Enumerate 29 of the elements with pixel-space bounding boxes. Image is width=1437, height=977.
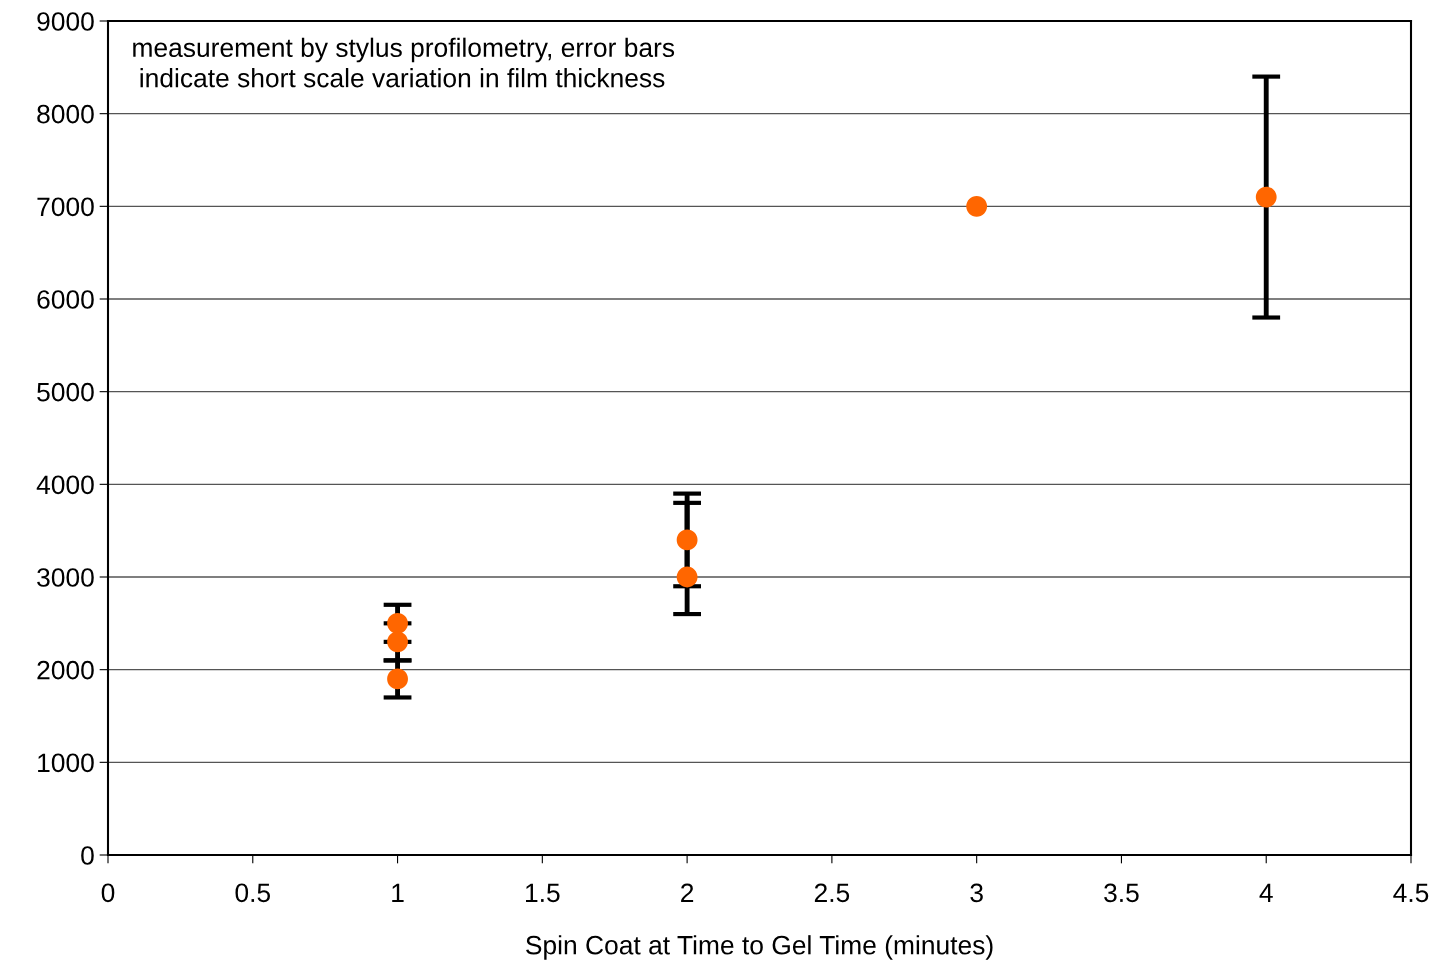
point — [387, 668, 408, 690]
x-tick-label: 1.5 — [526, 883, 560, 903]
x-tick-label: 3.5 — [1104, 883, 1139, 903]
point — [966, 195, 988, 217]
y-tick-label: 7000 — [37, 197, 94, 217]
y-tick-label: 1000 — [38, 753, 94, 773]
x-tick-label: 2.5 — [814, 883, 850, 903]
x-tick-label: 4 — [1259, 883, 1273, 902]
x-tick-label: 3 — [970, 883, 983, 903]
y-tick-label: 6000 — [37, 290, 94, 309]
x-tick-label: 0.5 — [235, 883, 271, 903]
x-tick-label: 1 — [392, 883, 404, 902]
point — [676, 529, 698, 551]
y-tick-label: 4000 — [36, 475, 94, 495]
y-tick-label: 3000 — [37, 568, 94, 587]
y-tick-label: 2000 — [37, 660, 94, 680]
y-tick-label: 8000 — [37, 104, 94, 124]
point — [1255, 186, 1277, 208]
x-axis-title: Spin Coat at Time to Gel Time (minutes) — [526, 935, 993, 960]
y-tick-label: 5000 — [37, 382, 94, 402]
y-tick-label: 0 — [81, 846, 94, 865]
x-tick-label: 2 — [681, 883, 694, 902]
point — [387, 631, 408, 653]
x-tick-label: 0 — [101, 883, 115, 903]
point — [676, 566, 698, 588]
annotation: measurement by stylus profilometry, error bars indicate short scale variation in film thickness — [133, 37, 675, 88]
x-tick-label: 4.5 — [1393, 883, 1429, 903]
y-tick-label: 9000 — [37, 12, 94, 31]
point — [387, 612, 408, 634]
